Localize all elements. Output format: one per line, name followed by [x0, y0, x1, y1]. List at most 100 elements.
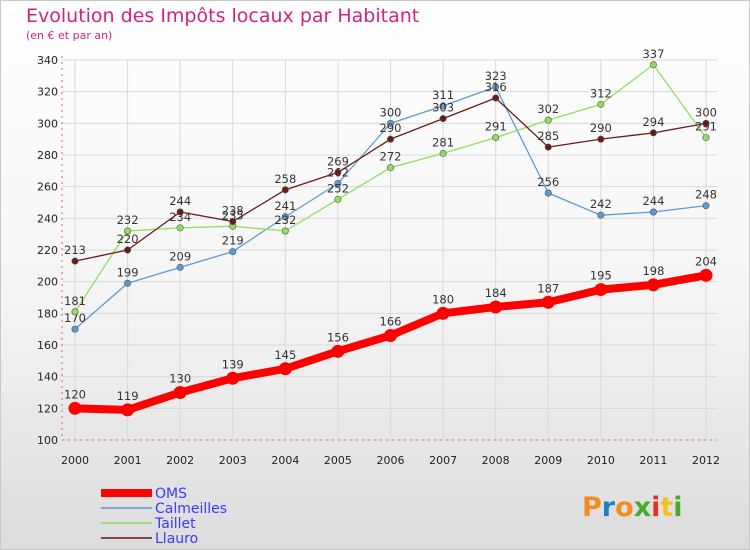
- y-tick-label: 300: [37, 117, 58, 130]
- series-group: 1701992092192412623003113232562422442481…: [64, 47, 717, 417]
- data-point: [597, 100, 605, 108]
- data-point: [594, 283, 608, 297]
- data-point: [71, 325, 79, 333]
- data-point: [544, 116, 552, 124]
- x-tick-label: 2005: [324, 454, 352, 467]
- data-point: [436, 306, 450, 320]
- data-point: [281, 186, 289, 194]
- legend-item-calmeilles: Calmeilles: [101, 501, 227, 517]
- data-point: [173, 386, 187, 399]
- legend-label: Taillet: [154, 516, 196, 532]
- data-label: 166: [380, 315, 402, 329]
- data-label: 242: [590, 197, 612, 211]
- data-point: [702, 134, 710, 142]
- data-label: 300: [695, 105, 717, 119]
- data-label: 258: [274, 172, 296, 186]
- x-tick-label: 2011: [639, 454, 667, 467]
- data-point: [71, 308, 79, 316]
- logo-text: Proxiti: [582, 492, 683, 523]
- data-label: 119: [117, 389, 139, 403]
- data-label: 311: [432, 88, 454, 102]
- data-point: [544, 189, 552, 197]
- data-point: [229, 248, 237, 256]
- data-point: [386, 119, 394, 127]
- data-point: [386, 164, 394, 172]
- x-tick-label: 2001: [114, 454, 142, 467]
- y-tick-label: 260: [37, 181, 58, 194]
- data-label: 238: [222, 204, 244, 218]
- data-point: [229, 218, 237, 226]
- data-point: [278, 362, 292, 376]
- x-tick-label: 2010: [587, 454, 615, 467]
- data-point: [702, 202, 710, 210]
- data-point: [331, 344, 345, 358]
- data-point: [439, 115, 447, 123]
- data-label: 281: [432, 135, 454, 149]
- data-label: 303: [432, 101, 454, 115]
- x-tick-label: 2008: [482, 454, 510, 467]
- data-label: 120: [64, 387, 86, 401]
- data-label: 220: [117, 232, 139, 246]
- data-label: 232: [117, 213, 139, 227]
- data-label: 199: [117, 265, 139, 279]
- data-label: 213: [64, 243, 86, 257]
- data-label: 181: [64, 294, 86, 308]
- data-point: [124, 279, 132, 287]
- x-tick-label: 2006: [377, 454, 405, 467]
- data-point: [649, 208, 657, 216]
- data-label: 139: [222, 357, 244, 371]
- data-point: [384, 329, 397, 342]
- x-tick-label: 2012: [692, 454, 720, 467]
- data-label: 269: [327, 154, 349, 168]
- data-point: [176, 263, 184, 271]
- data-point: [124, 246, 132, 254]
- data-point: [176, 208, 184, 216]
- series-taillet: 181232234235232252272281291302312337291: [64, 47, 717, 316]
- data-point: [386, 135, 394, 143]
- data-point: [699, 268, 713, 282]
- y-tick-label: 120: [37, 402, 58, 415]
- data-point: [281, 213, 289, 221]
- data-label: 170: [64, 311, 86, 325]
- data-point: [646, 278, 660, 292]
- legend-label: OMS: [155, 486, 187, 502]
- legend-item-llauro: Llauro: [101, 531, 198, 547]
- chart-subtitle: (en € et par an): [26, 29, 112, 42]
- data-point: [439, 102, 447, 110]
- data-label: 252: [327, 181, 349, 195]
- data-point: [649, 129, 657, 137]
- series-llauro: 213 220 244 238 258 269 290 303 316 285 290 294 300: [64, 80, 717, 265]
- x-tick-label: 2007: [429, 454, 457, 467]
- data-point: [597, 135, 605, 143]
- data-label: 294: [642, 115, 664, 129]
- data-point: [281, 227, 289, 235]
- x-tick-label: 2009: [534, 454, 562, 467]
- data-label: 272: [380, 150, 402, 164]
- x-tick-label: 2004: [271, 454, 299, 467]
- y-tick-label: 340: [37, 54, 58, 67]
- data-label: 156: [327, 330, 349, 344]
- y-tick-label: 160: [37, 339, 58, 352]
- data-label: 209: [169, 249, 191, 263]
- data-label: 256: [537, 175, 559, 189]
- legend-label: Calmeilles: [155, 501, 227, 517]
- data-label: 244: [642, 194, 664, 208]
- axes: 100 120 140 160 180 200 220 240 260 280 300 320 340 2…: [37, 54, 720, 467]
- data-point: [334, 195, 342, 203]
- data-label: 204: [695, 254, 717, 268]
- data-point: [124, 227, 132, 235]
- data-label: 244: [169, 194, 191, 208]
- y-tick-label: 180: [37, 307, 58, 320]
- data-point: [71, 257, 79, 265]
- data-point: [334, 180, 342, 188]
- data-label: 337: [642, 47, 664, 61]
- legend-item-oms: OMS: [101, 486, 187, 502]
- data-label: 198: [642, 264, 664, 278]
- data-label: 241: [274, 199, 296, 213]
- legend-label: Llauro: [155, 531, 198, 547]
- x-tick-label: 2000: [61, 454, 89, 467]
- y-tick-label: 280: [37, 149, 58, 162]
- data-point: [544, 143, 552, 151]
